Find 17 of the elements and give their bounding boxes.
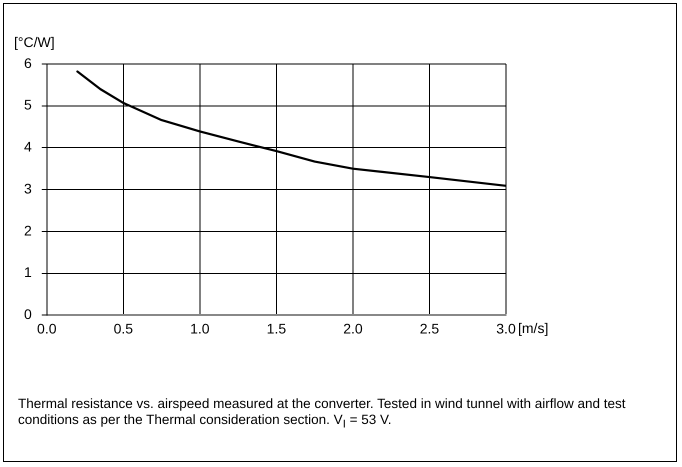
x-tick-label: 2.0 (343, 320, 363, 336)
y-tick-label: 1 (24, 264, 32, 280)
y-tick-label: 4 (24, 138, 32, 155)
x-tick-label: 0.5 (114, 320, 134, 336)
y-tick-label: 0 (24, 306, 32, 322)
x-tick-label: 1.0 (190, 320, 210, 336)
y-axis-title: [°C/W] (14, 34, 55, 50)
x-tick-label: 1.5 (266, 320, 286, 336)
x-axis-title: [m/s] (518, 320, 548, 336)
x-tick-label: 3.0 (496, 320, 516, 336)
y-tick-label: 2 (24, 222, 32, 238)
y-tick-label: 5 (24, 96, 32, 113)
x-tick-label: 2.5 (420, 320, 440, 336)
y-tick-label: 3 (24, 180, 32, 196)
y-tick-label: 6 (24, 54, 32, 71)
text: Thermal resistance vs. airspeed measured at the converter. Tested in wind tunnel with airflow and test conditions as per the Thermal consideration section. V$_{I}$ = 53 V. (18, 396, 627, 433)
x-tick-label: 0.0 (37, 320, 57, 336)
